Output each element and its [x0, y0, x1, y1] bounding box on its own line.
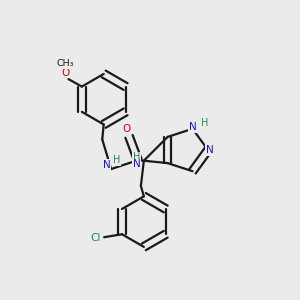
Text: N: N: [133, 159, 140, 169]
Text: H: H: [133, 152, 140, 162]
Text: N: N: [206, 145, 213, 155]
Text: H: H: [113, 155, 121, 165]
Text: O: O: [61, 68, 70, 78]
Text: N: N: [189, 122, 196, 132]
Text: N: N: [103, 160, 111, 170]
Text: H: H: [201, 118, 208, 128]
Text: Cl: Cl: [90, 233, 101, 243]
Text: O: O: [122, 124, 130, 134]
Text: CH₃: CH₃: [56, 59, 74, 68]
